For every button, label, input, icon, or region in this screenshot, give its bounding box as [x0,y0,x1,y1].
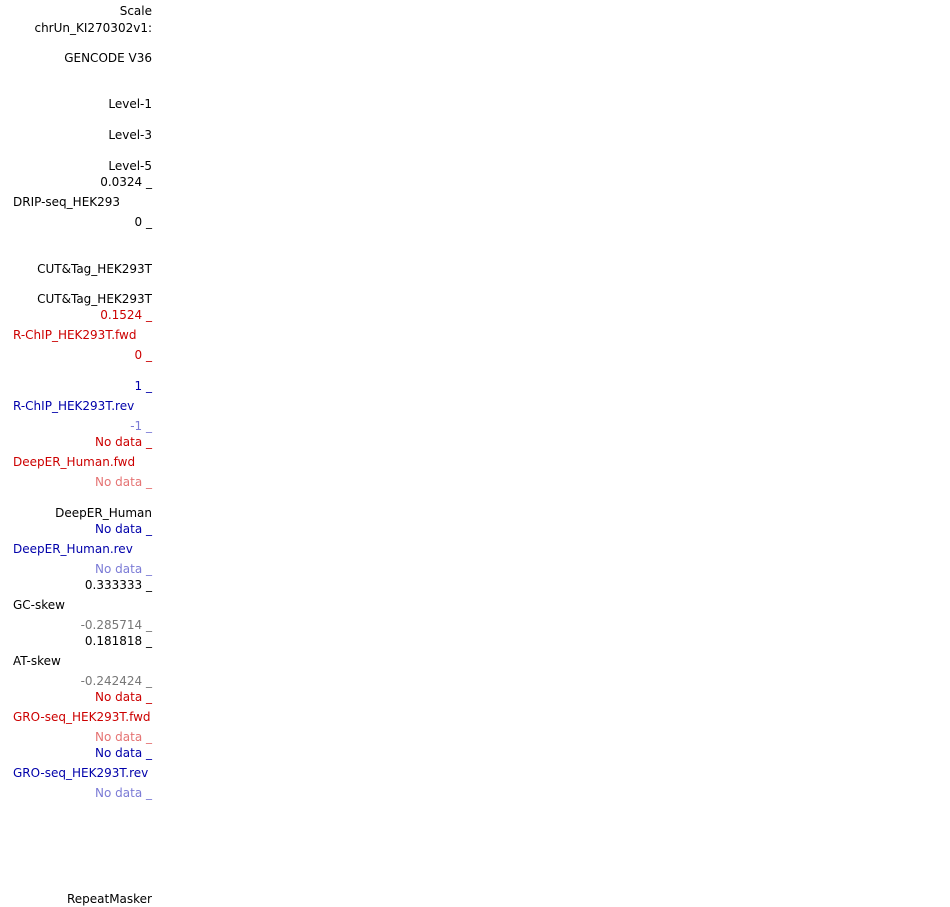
gro-seq-rev-max-value: No data _ [95,746,152,760]
scale-label[interactable]: Scale [119,4,152,18]
drip-seq-track-label[interactable]: DRIP-seq_HEK293 [13,195,121,209]
deeper-rev-max-value: No data _ [95,522,152,536]
deeper-fwd-track-label[interactable]: DeepER_Human.fwd [13,455,136,469]
rchip-fwd-track-label[interactable]: R-ChIP_HEK293T.fwd [13,328,137,342]
cuttag-track-label-2[interactable]: CUT&Tag_HEK293T [37,292,152,306]
track-image-area[interactable] [155,0,950,907]
deeper-rev-track-label[interactable]: DeepER_Human.rev [13,542,133,556]
at-skew-max-value: 0.181818 _ [84,634,152,648]
cuttag-track-label-1[interactable]: CUT&Tag_HEK293T [37,262,152,276]
at-skew-track-label[interactable]: AT-skew [13,654,61,668]
gro-seq-rev-track-label[interactable]: GRO-seq_HEK293T.rev [13,766,149,780]
rchip-rev-min-value: -1 _ [130,419,152,433]
gro-seq-rev-min-value: No data _ [95,786,152,800]
level1-label[interactable]: Level-1 [108,97,152,111]
drip-seq-max-value: 0.0324 _ [100,175,152,189]
gro-seq-fwd-max-value: No data _ [95,690,152,704]
gro-seq-fwd-min-value: No data _ [95,730,152,744]
rchip-fwd-max-value: 0.1524 _ [100,308,152,322]
drip-seq-min-value: 0 _ [134,215,152,229]
gc-skew-max-value: 0.333333 _ [84,578,152,592]
at-skew-min-value: -0.242424 _ [80,674,152,688]
repeatmasker-track-label[interactable]: RepeatMasker [66,892,152,906]
gro-seq-fwd-track-label[interactable]: GRO-seq_HEK293T.fwd [13,710,151,724]
rchip-rev-max-value: 1 _ [134,379,152,393]
gencode-track-label[interactable]: GENCODE V36 [64,51,152,65]
deeper-human-track-label[interactable]: DeepER_Human [55,506,152,520]
rchip-rev-track-label[interactable]: R-ChIP_HEK293T.rev [13,399,135,413]
gc-skew-track-label[interactable]: GC-skew [13,598,65,612]
level3-label[interactable]: Level-3 [108,128,152,142]
deeper-fwd-min-value: No data _ [95,475,152,489]
level5-label[interactable]: Level-5 [108,159,152,173]
rchip-fwd-min-value: 0 _ [134,348,152,362]
chromosome-label[interactable]: chrUn_KI270302v1: [34,21,152,35]
deeper-fwd-max-value: No data _ [95,435,152,449]
deeper-rev-min-value: No data _ [95,562,152,576]
gc-skew-min-value: -0.285714 _ [80,618,152,632]
